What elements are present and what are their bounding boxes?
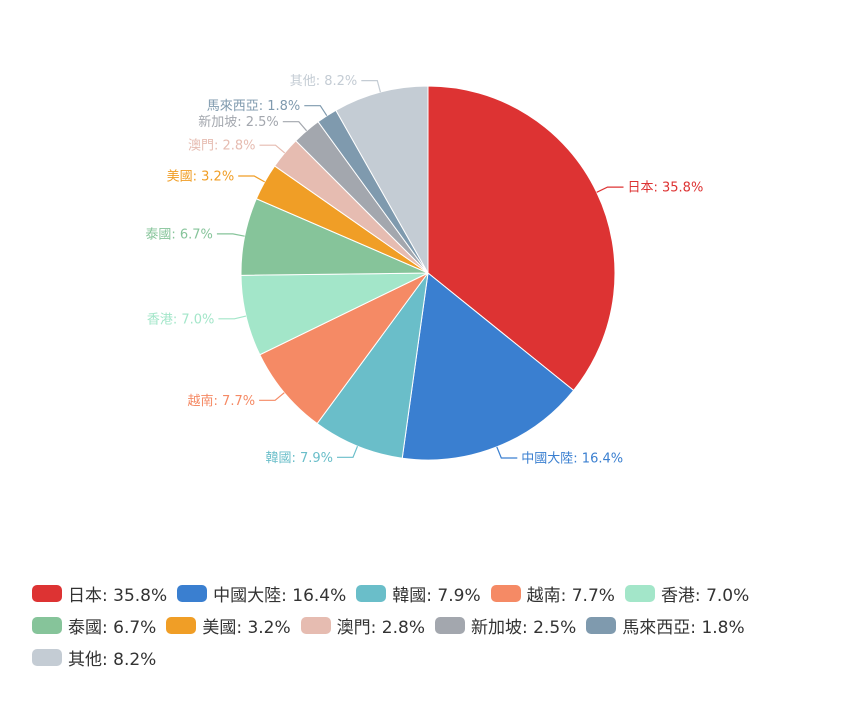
legend-label: 日本: 35.8%	[68, 586, 168, 606]
slice-label-9: 馬來西亞: 1.8%	[207, 99, 301, 114]
slice-label-10: 其他: 8.2%	[290, 74, 358, 89]
pie-slice-0[interactable]	[427, 85, 616, 392]
legend-label: 美國: 3.2%	[202, 618, 291, 638]
slice-label-7: 澳門: 2.8%	[188, 138, 256, 154]
legend-label: 新加坡: 2.5%	[470, 618, 577, 638]
label-line-4	[218, 315, 247, 320]
legend-swatch	[586, 617, 617, 634]
legend-label: 澳門: 2.8%	[336, 618, 425, 638]
label-line-2	[337, 445, 359, 458]
legend-item-6[interactable]: 美國: 3.2%	[166, 613, 291, 638]
slice-label-4: 香港: 7.0%	[147, 312, 215, 327]
legend-swatch	[177, 585, 208, 602]
label-line-10	[361, 79, 381, 93]
legend-item-10[interactable]: 其他: 8.2%	[32, 645, 156, 670]
legend-item-8[interactable]: 新加坡: 2.5%	[434, 613, 577, 638]
legend-label: 中國大陸: 16.4%	[213, 586, 347, 606]
label-line-5	[216, 233, 245, 237]
pie-chart: 日本: 35.8% 中國大陸: 16.4% 韓國: 7.9% 越南: 7.7% 香港: …	[145, 74, 704, 467]
slice-label-3: 越南: 7.7%	[188, 393, 256, 409]
legend-item-2[interactable]: 韓國: 7.9%	[356, 581, 481, 606]
legend-swatch	[624, 585, 655, 602]
legend-item-1[interactable]: 中國大陸: 16.4%	[177, 581, 346, 606]
label-line-8	[282, 121, 308, 132]
pie-slice-10[interactable]	[335, 85, 429, 275]
legend-item-9[interactable]: 馬來西亞: 1.8%	[586, 613, 745, 638]
legend-item-0[interactable]: 日本: 35.8%	[32, 581, 167, 606]
legend-item-3[interactable]: 越南: 7.7%	[490, 581, 615, 606]
label-line-3	[259, 392, 285, 401]
legend-swatch	[32, 617, 62, 634]
legend-label: 越南: 7.7%	[526, 586, 615, 606]
label-line-7	[259, 144, 286, 154]
legend-label: 韓國: 7.9%	[392, 586, 481, 606]
label-line-6	[238, 175, 265, 183]
legend-swatch	[32, 585, 62, 602]
legend-swatch	[32, 649, 62, 666]
label-line-1	[496, 446, 518, 459]
legend-label: 馬來西亞: 1.8%	[622, 618, 745, 638]
legend: 日本: 35.8% 中國大陸: 16.4% 韓國: 7.9% 越南: 7.7% 香港: …	[32, 581, 842, 670]
legend-item-5[interactable]: 泰國: 6.7%	[32, 613, 156, 638]
legend-swatch	[490, 585, 521, 602]
pie-slice-2[interactable]	[316, 272, 429, 459]
legend-label: 泰國: 6.7%	[68, 618, 157, 638]
legend-label: 其他: 8.2%	[68, 650, 157, 670]
legend-swatch	[300, 617, 331, 634]
slice-label-6: 美國: 3.2%	[167, 170, 235, 185]
label-line-0	[596, 186, 624, 193]
pie-slice-1[interactable]	[401, 272, 575, 461]
legend-item-7[interactable]: 澳門: 2.8%	[300, 613, 425, 638]
legend-swatch	[166, 617, 197, 634]
slice-label-5: 泰國: 6.7%	[145, 227, 213, 242]
slice-label-0: 日本: 35.8%	[628, 181, 704, 196]
slice-label-1: 中國大陸: 16.4%	[521, 451, 623, 467]
legend-label: 香港: 7.0%	[660, 586, 750, 606]
slice-label-8: 新加坡: 2.5%	[198, 114, 279, 130]
legend-swatch	[434, 617, 465, 634]
legend-item-4[interactable]: 香港: 7.0%	[624, 581, 750, 606]
label-line-9	[304, 105, 328, 117]
legend-swatch	[356, 585, 387, 602]
slice-label-2: 韓國: 7.9%	[265, 451, 333, 466]
